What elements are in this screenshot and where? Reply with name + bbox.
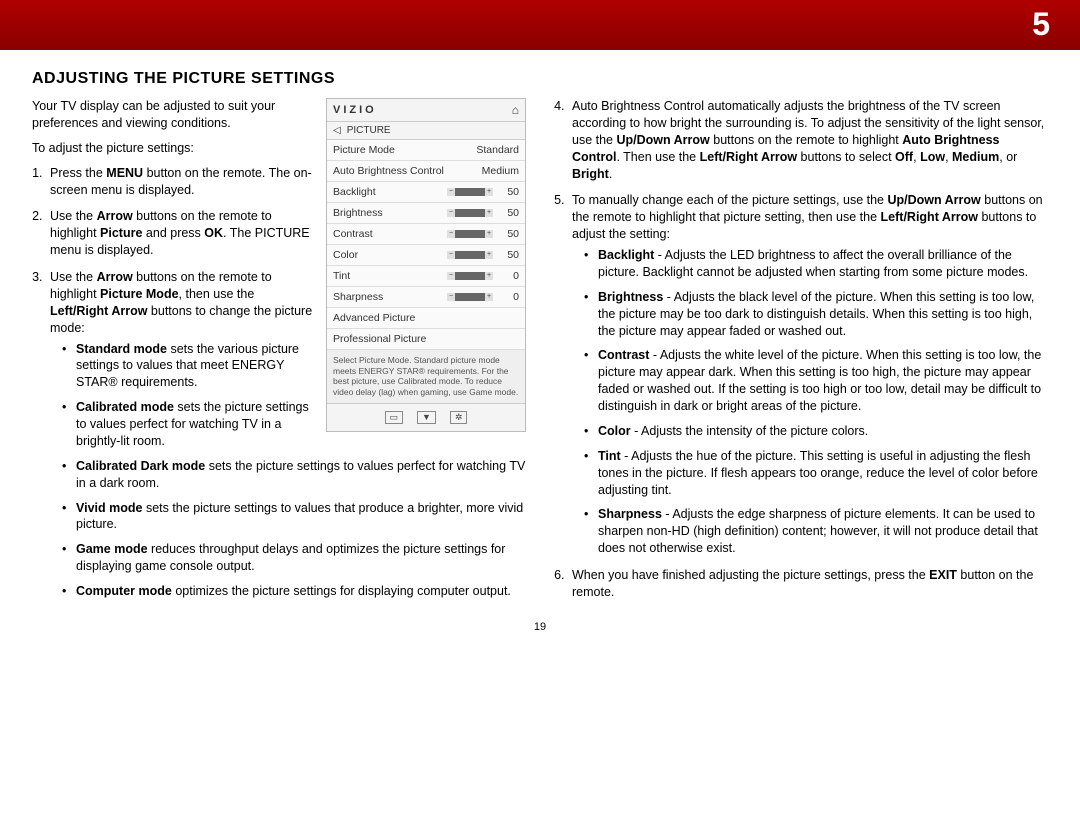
slider: −+ bbox=[447, 209, 493, 217]
osd-label: Picture Mode bbox=[333, 144, 476, 156]
step-4: Auto Brightness Control automatically ad… bbox=[568, 98, 1048, 182]
osd-label: Contrast bbox=[333, 228, 447, 240]
setting-contrast: Contrast - Adjusts the white level of th… bbox=[584, 347, 1048, 415]
slider: −+ bbox=[447, 230, 493, 238]
slider: −+ bbox=[447, 188, 493, 196]
column-right: Auto Brightness Control automatically ad… bbox=[554, 98, 1048, 611]
osd-value: Medium bbox=[482, 165, 519, 177]
back-icon: ◁ bbox=[333, 125, 341, 136]
column-left: VIZIO ⌂ ◁ PICTURE Picture Mode Standard … bbox=[32, 98, 526, 611]
osd-value: 0 bbox=[497, 270, 519, 282]
osd-row-brightness: Brightness −+ 50 bbox=[327, 203, 525, 224]
osd-logo: VIZIO bbox=[333, 104, 377, 116]
mode-computer: Computer mode optimizes the picture sett… bbox=[62, 583, 526, 600]
osd-row-sharpness: Sharpness −+ 0 bbox=[327, 287, 525, 308]
osd-row-advanced: Advanced Picture bbox=[327, 308, 525, 329]
setting-color: Color - Adjusts the intensity of the pic… bbox=[584, 423, 1048, 440]
mode-standard: Standard mode sets the various picture s… bbox=[62, 341, 526, 392]
osd-row-contrast: Contrast −+ 50 bbox=[327, 224, 525, 245]
page-number: 19 bbox=[32, 621, 1048, 633]
step-5: To manually change each of the picture s… bbox=[568, 192, 1048, 557]
osd-label: Advanced Picture bbox=[333, 312, 519, 324]
setting-tint: Tint - Adjusts the hue of the picture. T… bbox=[584, 448, 1048, 499]
setting-brightness: Brightness - Adjusts the black level of … bbox=[584, 289, 1048, 340]
osd-value: 50 bbox=[497, 207, 519, 219]
mode-vivid: Vivid mode sets the picture settings to … bbox=[62, 500, 526, 534]
mode-game: Game mode reduces throughput delays and … bbox=[62, 541, 526, 575]
page-title: ADJUSTING THE PICTURE SETTINGS bbox=[32, 70, 1048, 88]
slider: −+ bbox=[447, 251, 493, 259]
mode-calibrated: Calibrated mode sets the picture setting… bbox=[62, 399, 526, 450]
osd-label: Color bbox=[333, 249, 447, 261]
setting-sharpness: Sharpness - Adjusts the edge sharpness o… bbox=[584, 506, 1048, 557]
osd-section-label: PICTURE bbox=[347, 125, 391, 136]
osd-value: Standard bbox=[476, 144, 519, 156]
osd-value: 50 bbox=[497, 228, 519, 240]
osd-row-color: Color −+ 50 bbox=[327, 245, 525, 266]
setting-backlight: Backlight - Adjusts the LED brightness t… bbox=[584, 247, 1048, 281]
osd-value: 50 bbox=[497, 249, 519, 261]
slider: −+ bbox=[447, 272, 493, 280]
page-content: ADJUSTING THE PICTURE SETTINGS VIZIO ⌂ ◁… bbox=[0, 50, 1080, 643]
chapter-banner: 5 bbox=[0, 0, 1080, 50]
steps-list-right: Auto Brightness Control automatically ad… bbox=[554, 98, 1048, 601]
settings-list: Backlight - Adjusts the LED brightness t… bbox=[572, 247, 1048, 557]
osd-row-picture-mode: Picture Mode Standard bbox=[327, 140, 525, 161]
osd-row-tint: Tint −+ 0 bbox=[327, 266, 525, 287]
osd-label: Sharpness bbox=[333, 291, 447, 303]
slider: −+ bbox=[447, 293, 493, 301]
step-6: When you have finished adjusting the pic… bbox=[568, 567, 1048, 601]
osd-label: Brightness bbox=[333, 207, 447, 219]
osd-value: 0 bbox=[497, 291, 519, 303]
osd-value: 50 bbox=[497, 186, 519, 198]
osd-row-auto-brightness: Auto Brightness Control Medium bbox=[327, 161, 525, 182]
osd-row-backlight: Backlight −+ 50 bbox=[327, 182, 525, 203]
osd-label: Backlight bbox=[333, 186, 447, 198]
picture-modes-list: Standard mode sets the various picture s… bbox=[50, 341, 526, 600]
home-icon: ⌂ bbox=[512, 103, 519, 117]
mode-calibrated-dark: Calibrated Dark mode sets the picture se… bbox=[62, 458, 526, 492]
osd-label: Tint bbox=[333, 270, 447, 282]
osd-label: Auto Brightness Control bbox=[333, 165, 482, 177]
chapter-number: 5 bbox=[1032, 6, 1050, 43]
